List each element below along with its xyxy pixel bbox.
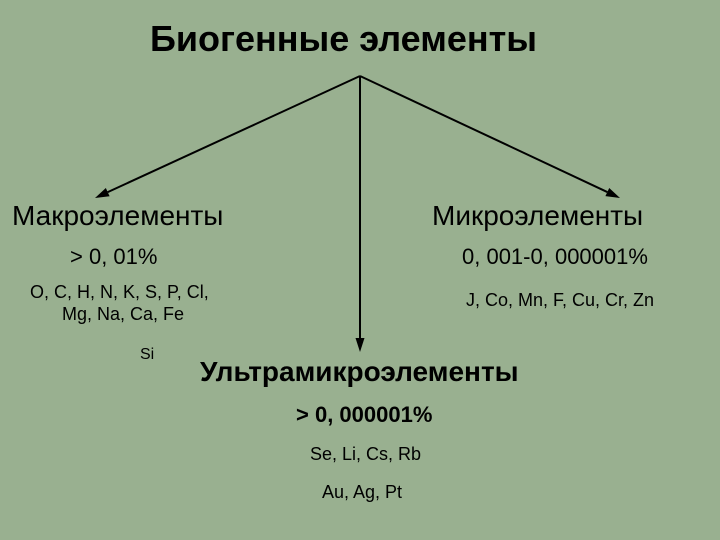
center-elements-line2: Au, Ag, Pt [322, 482, 402, 503]
right-elements-line1: J, Co, Mn, F, Cu, Cr, Zn [466, 290, 654, 311]
left-elements-line1: O, C, H, N, K, S, P, Cl, [30, 282, 209, 303]
left-heading: Макроэлементы [12, 200, 223, 232]
left-percentage: > 0, 01% [70, 244, 157, 270]
title: Биогенные элементы [150, 18, 537, 60]
diagram-canvas: Биогенные элементы Макроэлементы > 0, 01… [0, 0, 720, 540]
center-heading: Ультрамикроэлементы [200, 356, 519, 388]
right-heading: Микроэлементы [432, 200, 643, 232]
left-si: Si [140, 346, 154, 364]
right-percentage: 0, 001-0, 000001% [462, 244, 648, 270]
left-elements-line2: Mg, Na, Ca, Fe [62, 304, 184, 325]
center-elements-line1: Se, Li, Cs, Rb [310, 444, 421, 465]
center-percentage: > 0, 000001% [296, 402, 432, 428]
